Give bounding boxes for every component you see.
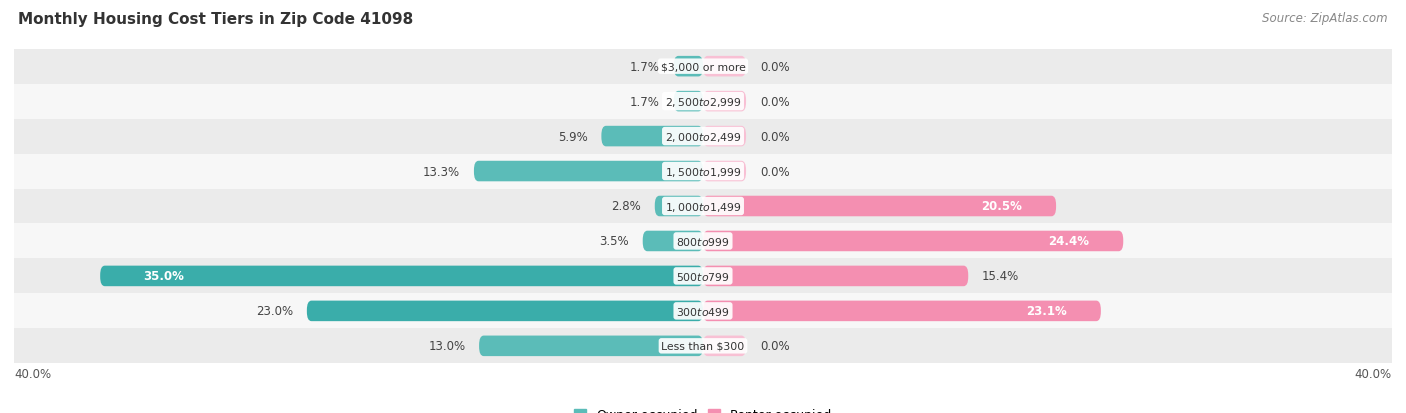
Text: 3.5%: 3.5%	[599, 235, 628, 248]
Text: $800 to $999: $800 to $999	[676, 235, 730, 247]
Bar	[14, 329, 1392, 363]
Text: 0.0%: 0.0%	[759, 165, 789, 178]
Text: 13.3%: 13.3%	[423, 165, 460, 178]
Bar	[14, 259, 1392, 294]
FancyBboxPatch shape	[703, 126, 747, 147]
Text: $1,500 to $1,999: $1,500 to $1,999	[665, 165, 741, 178]
FancyBboxPatch shape	[100, 266, 703, 287]
Bar	[14, 294, 1392, 329]
Bar	[14, 50, 1392, 84]
Text: 0.0%: 0.0%	[759, 61, 789, 74]
Text: $300 to $499: $300 to $499	[676, 305, 730, 317]
Text: 2.8%: 2.8%	[612, 200, 641, 213]
Text: 40.0%: 40.0%	[1355, 367, 1392, 380]
FancyBboxPatch shape	[673, 57, 703, 77]
FancyBboxPatch shape	[703, 57, 747, 77]
Bar	[14, 119, 1392, 154]
FancyBboxPatch shape	[703, 161, 747, 182]
Text: $2,500 to $2,999: $2,500 to $2,999	[665, 95, 741, 108]
FancyBboxPatch shape	[479, 336, 703, 356]
FancyBboxPatch shape	[655, 196, 703, 217]
Text: 0.0%: 0.0%	[759, 95, 789, 108]
FancyBboxPatch shape	[703, 92, 747, 112]
Text: 1.7%: 1.7%	[630, 95, 659, 108]
Bar	[14, 84, 1392, 119]
Legend: Owner-occupied, Renter-occupied: Owner-occupied, Renter-occupied	[568, 404, 838, 413]
Bar	[14, 189, 1392, 224]
Text: 40.0%: 40.0%	[14, 367, 51, 380]
Text: Source: ZipAtlas.com: Source: ZipAtlas.com	[1263, 12, 1388, 25]
FancyBboxPatch shape	[703, 196, 1056, 217]
Text: 0.0%: 0.0%	[759, 130, 789, 143]
Text: 1.7%: 1.7%	[630, 61, 659, 74]
Text: 15.4%: 15.4%	[981, 270, 1019, 283]
Text: 20.5%: 20.5%	[981, 200, 1022, 213]
FancyBboxPatch shape	[703, 336, 747, 356]
Text: 5.9%: 5.9%	[558, 130, 588, 143]
FancyBboxPatch shape	[703, 231, 1123, 252]
Text: 35.0%: 35.0%	[143, 270, 184, 283]
Text: 24.4%: 24.4%	[1047, 235, 1088, 248]
Text: $2,000 to $2,499: $2,000 to $2,499	[665, 130, 741, 143]
Text: $1,000 to $1,499: $1,000 to $1,499	[665, 200, 741, 213]
Text: 23.0%: 23.0%	[256, 305, 292, 318]
FancyBboxPatch shape	[307, 301, 703, 321]
Bar	[14, 224, 1392, 259]
FancyBboxPatch shape	[703, 301, 1101, 321]
Text: Monthly Housing Cost Tiers in Zip Code 41098: Monthly Housing Cost Tiers in Zip Code 4…	[18, 12, 413, 27]
FancyBboxPatch shape	[643, 231, 703, 252]
Text: 13.0%: 13.0%	[429, 339, 465, 352]
FancyBboxPatch shape	[602, 126, 703, 147]
FancyBboxPatch shape	[673, 92, 703, 112]
Text: $500 to $799: $500 to $799	[676, 270, 730, 282]
FancyBboxPatch shape	[703, 266, 969, 287]
FancyBboxPatch shape	[474, 161, 703, 182]
Text: 0.0%: 0.0%	[759, 339, 789, 352]
Text: 23.1%: 23.1%	[1025, 305, 1066, 318]
Text: $3,000 or more: $3,000 or more	[661, 62, 745, 72]
Bar	[14, 154, 1392, 189]
Text: Less than $300: Less than $300	[661, 341, 745, 351]
